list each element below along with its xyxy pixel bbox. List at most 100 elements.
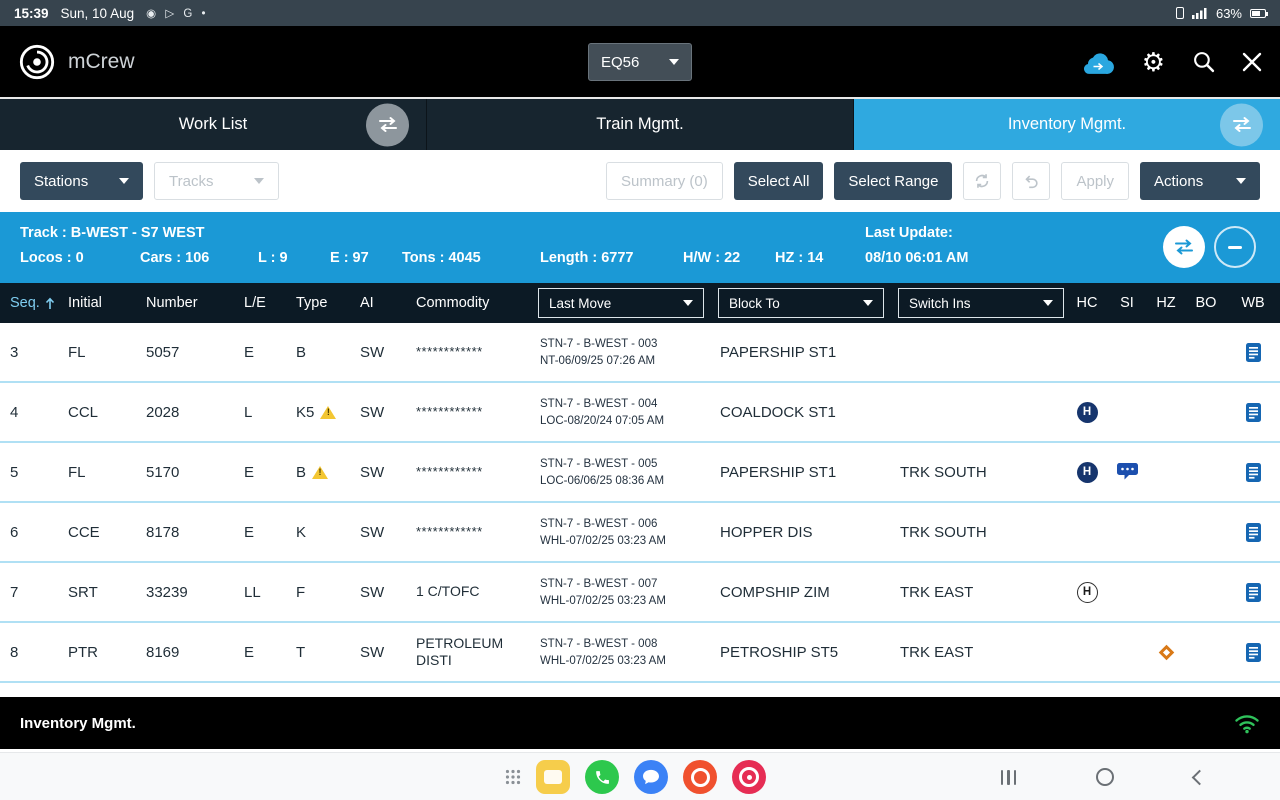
cell-initial: CCE: [68, 523, 100, 541]
waybill-document-icon[interactable]: [1245, 522, 1261, 542]
close-icon[interactable]: [1242, 52, 1262, 72]
column-initial: Initial: [68, 295, 102, 311]
cell-switch-ins: TRK SOUTH: [900, 463, 987, 481]
select-all-button[interactable]: Select All: [733, 162, 824, 200]
column-seq[interactable]: Seq.: [0, 295, 56, 311]
column-number: Number: [146, 295, 198, 311]
cell-ai: SW: [360, 583, 385, 601]
app-icon-notes[interactable]: [536, 760, 570, 794]
back-button[interactable]: [1191, 769, 1208, 785]
device-icon: [1175, 7, 1184, 19]
tab-inventory-mgmt[interactable]: Inventory Mgmt.: [854, 99, 1280, 150]
waybill-document-icon[interactable]: [1245, 342, 1261, 362]
cell-seq: 5: [10, 463, 19, 481]
cell-ai: SW: [360, 523, 385, 541]
cell-type: B: [282, 464, 348, 481]
app-icon-camera[interactable]: [732, 760, 766, 794]
stat-hw: H/W : 22: [683, 250, 741, 266]
tracks-dropdown[interactable]: Tracks: [154, 162, 279, 200]
cell-hc: H: [1066, 581, 1108, 603]
select-range-button[interactable]: Select Range: [834, 162, 953, 200]
cell-commodity: 1 C/TOFC: [416, 583, 480, 600]
last-move-filter-dropdown[interactable]: Last Move: [538, 288, 704, 318]
summary-button[interactable]: Summary (0): [606, 162, 723, 200]
cell-type: T: [296, 643, 306, 661]
swap-track-button[interactable]: [1163, 226, 1205, 268]
chevron-down-icon: [669, 59, 679, 65]
table-row[interactable]: 5 FL 5170 E B SW ************ STN-7 - B-WEST - …: [0, 443, 1280, 503]
tab-train-mgmt[interactable]: Train Mgmt.: [427, 99, 854, 150]
column-last-move: Last Move: [526, 288, 706, 318]
cell-hz: [1146, 644, 1186, 660]
app-icon-messages[interactable]: [634, 760, 668, 794]
table-row[interactable]: 6 CCE 8178 E K SW ************ STN-7 - B-WEST -…: [0, 503, 1280, 563]
stations-dropdown[interactable]: Stations: [20, 162, 143, 200]
hold-badge-icon: H: [1076, 401, 1098, 423]
refresh-icon: [976, 174, 989, 188]
waybill-document-icon[interactable]: [1245, 642, 1261, 662]
equipment-dropdown[interactable]: EQ56: [588, 43, 692, 81]
cell-le: E: [244, 463, 255, 481]
swap-icon[interactable]: [366, 103, 409, 146]
cell-hc: H: [1066, 461, 1108, 483]
column-hz: HZ: [1156, 295, 1176, 311]
warning-icon: [312, 465, 329, 479]
chevron-down-icon: [863, 300, 873, 306]
cell-le: E: [244, 343, 255, 361]
filter-toolbar: Stations Tracks Summary (0) Select All S…: [0, 150, 1280, 212]
column-type: Type: [296, 295, 328, 311]
comment-icon[interactable]: [1116, 463, 1138, 481]
waybill-document-icon[interactable]: [1245, 462, 1261, 482]
signal-icon: [1191, 8, 1207, 19]
waybill-document-icon[interactable]: [1245, 402, 1261, 422]
collapse-button[interactable]: [1214, 226, 1256, 268]
cell-wb: [1226, 342, 1280, 362]
column-hc: HC: [1076, 295, 1098, 311]
cell-block-to: PAPERSHIP ST1: [720, 463, 837, 481]
last-update-label: Last Update:: [865, 225, 953, 241]
tab-work-list[interactable]: Work List: [0, 99, 427, 150]
apply-label: Apply: [1076, 172, 1114, 190]
cell-initial: CCL: [68, 403, 99, 421]
cell-wb: [1226, 402, 1280, 422]
cell-switch-ins: TRK SOUTH: [900, 523, 987, 541]
cell-switch-ins: TRK EAST: [900, 643, 974, 661]
apply-button[interactable]: Apply: [1061, 162, 1129, 200]
block-to-filter-dropdown[interactable]: Block To: [718, 288, 884, 318]
cell-initial: SRT: [68, 583, 98, 601]
cell-wb: [1226, 462, 1280, 482]
app-icon-phone[interactable]: [585, 760, 619, 794]
nav-keys: [1000, 753, 1208, 800]
cell-number: 5170: [146, 463, 180, 481]
warning-icon: [320, 405, 337, 419]
tab-inventory-mgmt-label: Inventory Mgmt.: [1007, 115, 1127, 133]
swap-icon: [1175, 239, 1193, 255]
search-icon[interactable]: [1192, 50, 1215, 73]
cell-block-to: HOPPER DIS: [720, 523, 813, 541]
cell-wb: [1226, 582, 1280, 602]
refresh-button[interactable]: [963, 162, 1002, 200]
cell-si: [1108, 463, 1146, 481]
settings-gear-icon[interactable]: ⚙: [1141, 46, 1165, 77]
table-row[interactable]: 7 SRT 33239 LL F SW 1 C/TOFC STN-7 - B-WEST - 0…: [0, 563, 1280, 623]
app-drawer-icon[interactable]: [505, 769, 521, 785]
app-icon-4[interactable]: [683, 760, 717, 794]
switch-ins-filter-label: Switch Ins: [909, 295, 971, 311]
cloud-sync-icon[interactable]: [1081, 50, 1115, 74]
track-info-bar: Track : B-WEST - S7 WEST Last Update: Lo…: [0, 212, 1280, 283]
waybill-document-icon[interactable]: [1245, 582, 1261, 602]
table-row[interactable]: 3 FL 5057 E B SW ************ STN-7 - B-WEST - …: [0, 323, 1280, 383]
table-row[interactable]: 8 PTR 8169 E T SW PETROLEUM DISTI STN-7 - B-WES…: [0, 623, 1280, 683]
table-body: 3 FL 5057 E B SW ************ STN-7 - B-WEST - …: [0, 323, 1280, 683]
recents-button[interactable]: [1000, 769, 1016, 785]
actions-label: Actions: [1154, 172, 1204, 190]
switch-ins-filter-dropdown[interactable]: Switch Ins: [898, 288, 1064, 318]
cell-seq: 7: [10, 583, 19, 601]
cell-hc: H: [1066, 401, 1108, 423]
home-button[interactable]: [1096, 768, 1114, 786]
table-row[interactable]: 4 CCL 2028 L K5 SW ************ STN-7 - B-WEST …: [0, 383, 1280, 443]
actions-dropdown[interactable]: Actions: [1140, 162, 1260, 200]
track-name: Track : B-WEST - S7 WEST: [20, 225, 205, 241]
swap-icon[interactable]: [1220, 103, 1263, 146]
undo-button[interactable]: [1012, 162, 1051, 200]
